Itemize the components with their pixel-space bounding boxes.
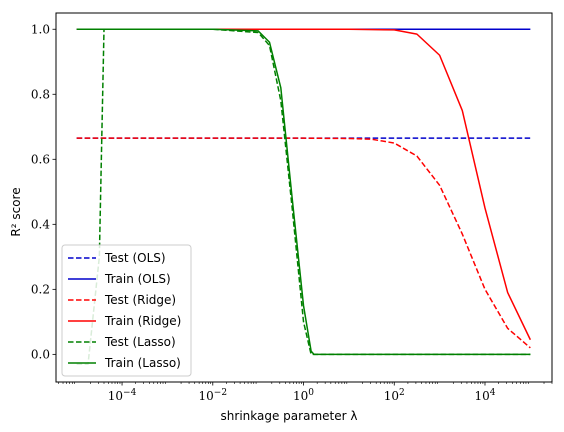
legend-label: Train (Lasso)	[104, 356, 181, 370]
x-tick-label: 102	[384, 388, 405, 403]
series-line-6	[76, 28, 531, 356]
y-axis-label: R² score	[9, 187, 23, 236]
series-layer	[76, 28, 532, 365]
series-line-3	[76, 137, 531, 349]
legend-label: Test (Lasso)	[104, 335, 176, 349]
axes-layer: 10−4 10−2 100 102 104 0.0 0.2 0.4 0.6 0.8 1.0	[31, 22, 553, 403]
series-line-5	[76, 28, 531, 365]
y-tick-label: 0.0	[31, 347, 50, 361]
y-tick-label: 0.4	[31, 217, 50, 231]
plot-frame	[55, 12, 553, 383]
legend-label: Test (Ridge)	[104, 293, 176, 307]
y-tick-label: 0.2	[31, 282, 50, 296]
series-line-4	[76, 28, 532, 341]
legend-label: Train (OLS)	[104, 272, 171, 286]
y-tick-label: 0.8	[31, 87, 50, 101]
x-tick-label: 104	[474, 388, 495, 403]
x-tick-label: 10−2	[199, 388, 228, 403]
legend-label: Train (Ridge)	[104, 314, 181, 328]
legend-box	[61, 244, 192, 377]
x-axis-label: shrinkage parameter λ	[221, 409, 358, 423]
x-tick-label: 10−4	[108, 388, 137, 403]
y-tick-label: 1.0	[31, 22, 50, 36]
x-tick-label: 100	[293, 388, 314, 403]
legend: Test (OLS) Train (OLS) Test (Ridge) Train (…	[61, 244, 192, 377]
y-tick-label: 0.6	[31, 152, 50, 166]
legend-label: Test (OLS)	[104, 251, 166, 265]
